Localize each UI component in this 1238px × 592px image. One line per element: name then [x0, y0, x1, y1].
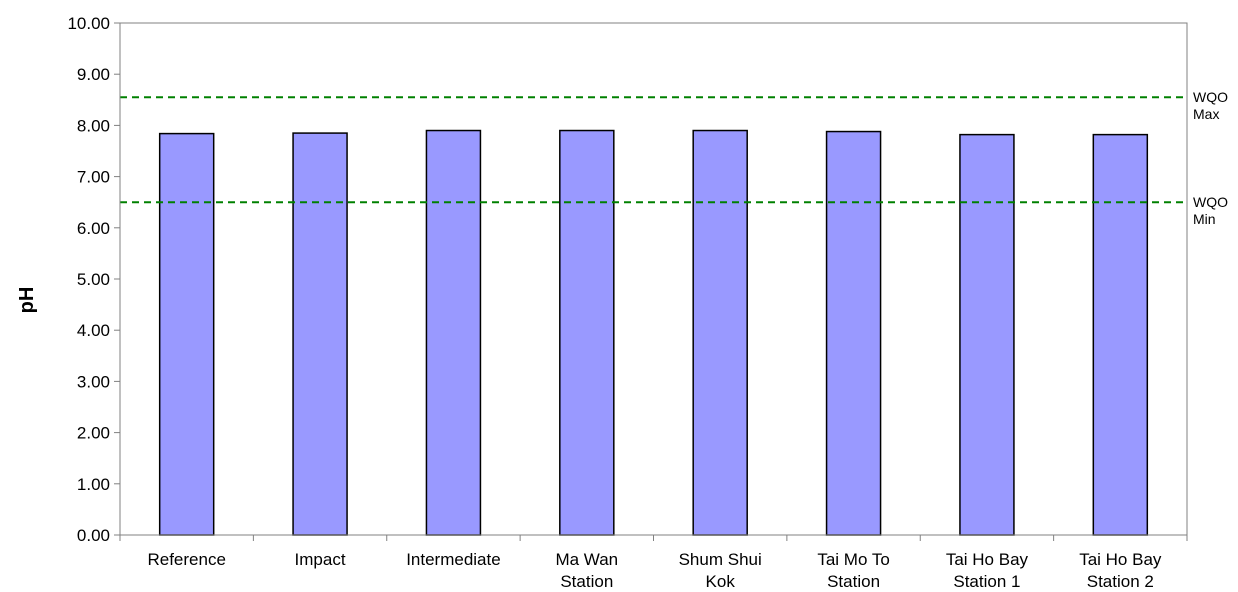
- x-category-label-3-1: Station: [560, 572, 613, 591]
- y-tick-label-5: 5.00: [77, 270, 110, 289]
- y-tick-label-0: 0.00: [77, 526, 110, 545]
- y-tick-label-2: 2.00: [77, 424, 110, 443]
- x-category-label-6-0: Tai Ho Bay: [946, 550, 1029, 569]
- y-tick-label-7: 7.00: [77, 168, 110, 187]
- y-tick-label-1: 1.00: [77, 475, 110, 494]
- y-tick-label-9: 9.00: [77, 65, 110, 84]
- bar-4: [692, 129, 748, 536]
- y-tick-label-8: 8.00: [77, 116, 110, 135]
- bar-7: [1092, 133, 1149, 536]
- reference-line-label-0-0: WQO: [1193, 89, 1228, 105]
- y-axis-label: pH: [16, 287, 38, 314]
- x-category-label-3-0: Ma Wan: [555, 550, 618, 569]
- x-category-label-5-1: Station: [827, 572, 880, 591]
- y-tick-label-4: 4.00: [77, 321, 110, 340]
- reference-line-label-1-0: WQO: [1193, 194, 1228, 210]
- bar-1: [292, 132, 348, 536]
- bars-layer: [158, 129, 1149, 536]
- x-category-label-1-0: Impact: [295, 550, 346, 569]
- reference-line-label-1-1: Min: [1193, 211, 1216, 227]
- bar-6: [959, 133, 1015, 536]
- y-axis: 0.00 1.00 2.00 3.00 4.00 5.00 6.00 7.00 8.00 9.00…: [67, 14, 121, 545]
- bar-0: [158, 132, 215, 536]
- reference-line-label-0-1: Max: [1193, 106, 1219, 122]
- y-tick-label-10: 10.00: [67, 14, 110, 33]
- x-category-label-2-0: Intermediate: [406, 550, 501, 569]
- x-category-label-5-0: Tai Mo To: [817, 550, 889, 569]
- x-category-label-7-0: Tai Ho Bay: [1079, 550, 1162, 569]
- plot-area-frame: [119, 22, 1188, 536]
- x-category-label-0-0: Reference: [147, 550, 225, 569]
- x-category-label-4-0: Shum Shui: [679, 550, 762, 569]
- y-tick-label-3: 3.00: [77, 372, 110, 391]
- x-axis: Reference Impact Intermediate Ma Wan Station…: [119, 535, 1188, 591]
- x-category-label-7-1: Station 2: [1087, 572, 1154, 591]
- bar-2: [425, 129, 482, 536]
- bar-3: [559, 129, 615, 536]
- bar-5: [825, 130, 882, 536]
- x-category-label-6-1: Station 1: [953, 572, 1020, 591]
- x-category-label-4-1: Kok: [706, 572, 736, 591]
- y-tick-label-6: 6.00: [77, 219, 110, 238]
